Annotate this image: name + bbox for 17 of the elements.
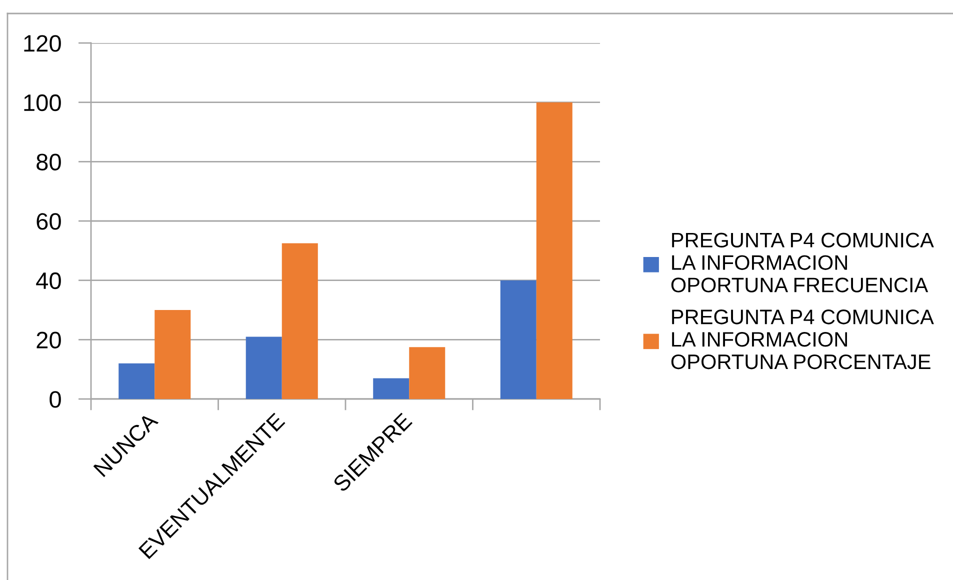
y-tick-label: 120: [24, 35, 61, 52]
bar: [154, 310, 191, 399]
y-tick-label: 60: [36, 213, 61, 230]
legend-label: PREGUNTA P4 COMUNICA LA INFORMACION OPORTUNA FRECUENCIA: [671, 232, 934, 292]
y-tick-label: 0: [50, 391, 61, 408]
bar: [409, 347, 446, 399]
y-tick-label: 100: [24, 94, 61, 112]
bar: [373, 378, 410, 399]
bar: [500, 280, 536, 399]
bar: [282, 243, 318, 399]
y-tick-label: 20: [36, 332, 61, 348]
bar: [118, 363, 155, 399]
y-tick-label: 80: [36, 154, 61, 170]
bar: [536, 102, 572, 399]
legend-label: PREGUNTA P4 COMUNICA LA INFORMACION OPORTUNA PORCENTAJE: [671, 310, 934, 370]
bar: [246, 336, 282, 399]
y-tick-label: 40: [36, 272, 61, 290]
